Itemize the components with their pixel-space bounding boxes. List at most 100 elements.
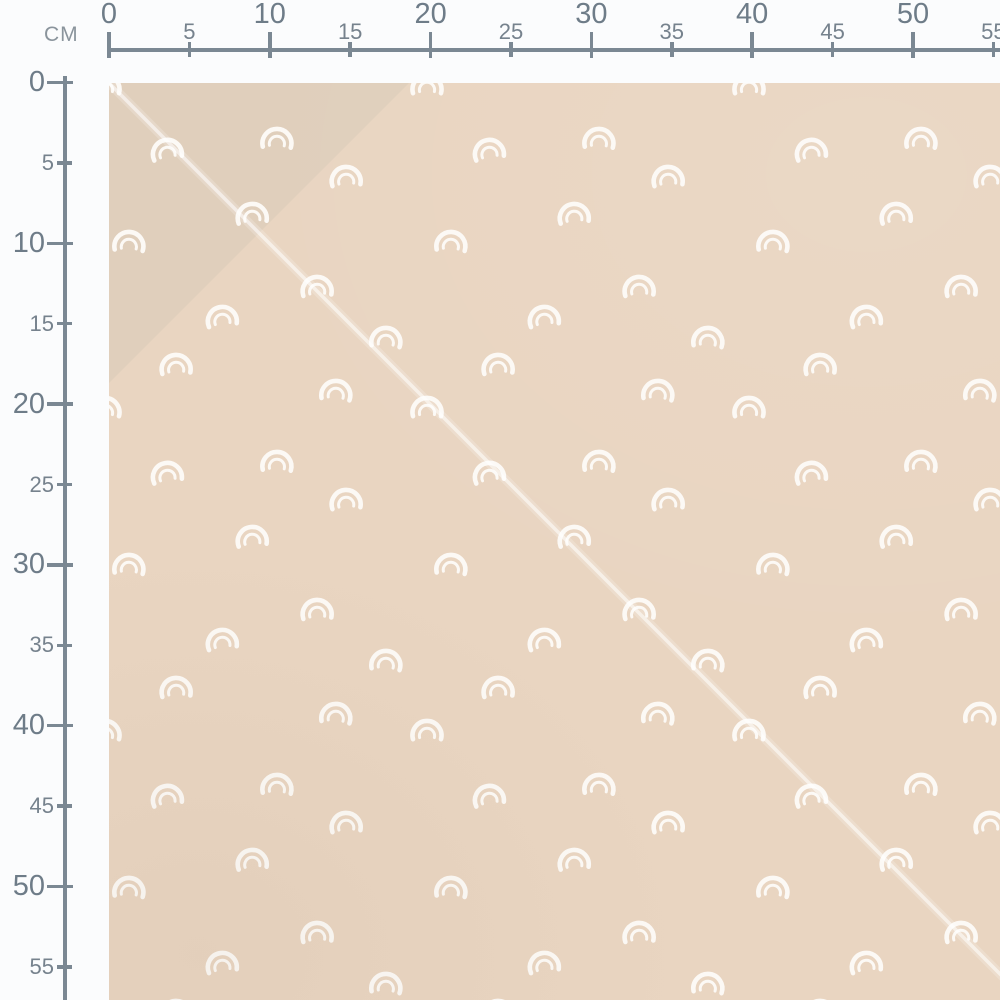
ruler-top-label: 0 — [100, 0, 118, 30]
ruler-top-label: 10 — [253, 0, 286, 30]
rainbow-motif — [975, 489, 1000, 509]
ruler-top-label: 55 — [981, 19, 1000, 44]
ruler-left-tick — [57, 965, 72, 969]
ruler-left-label: 40 — [12, 709, 45, 742]
rainbow-motif — [161, 354, 191, 374]
ruler-left-tick — [57, 321, 72, 326]
rainbow-motif — [302, 922, 332, 942]
ruler-left-label: 10 — [12, 226, 45, 259]
rainbow-motif — [109, 398, 120, 416]
ruler-top-label: 40 — [736, 0, 769, 30]
ruler-left-tick — [47, 80, 73, 85]
rainbow-motif — [161, 677, 191, 697]
rainbow-motif — [528, 305, 559, 327]
ruler-left-line — [63, 76, 67, 1000]
rainbow-motif — [965, 380, 995, 401]
rainbow-motif — [805, 677, 835, 697]
ruler-left-label: 25 — [29, 471, 54, 497]
rainbow-motif — [850, 305, 881, 327]
rainbow-motif — [624, 276, 654, 296]
ruler-top-tick — [509, 42, 513, 57]
ruler-top-tick — [670, 42, 674, 57]
ruler-left-label: 50 — [12, 870, 45, 902]
rainbow-motif — [880, 202, 911, 223]
ruler-left-tick — [47, 723, 73, 728]
ruler-left-label: 30 — [12, 548, 45, 581]
ruler-left-tick — [57, 482, 72, 487]
ruler-top-label: 25 — [498, 19, 524, 44]
rainbow-motif — [371, 650, 401, 670]
ruler-top-tick — [991, 42, 996, 57]
rainbow-motif — [653, 812, 683, 832]
rainbow-motif — [584, 774, 614, 793]
ruler-left-tick — [47, 241, 73, 246]
ruler-top-tick — [107, 32, 111, 58]
rainbow-motif — [735, 83, 764, 93]
rainbow-motif — [795, 461, 827, 484]
ruler-top-tick — [830, 42, 835, 57]
ruler-left-tick — [57, 804, 72, 808]
rainbow-motif — [331, 489, 361, 509]
ruler-left-label: 55 — [29, 953, 54, 979]
rainbow-motif — [584, 128, 614, 147]
rainbow-motif — [975, 166, 1000, 186]
ruler-unit-label: CM — [44, 23, 79, 46]
rainbow-motif — [965, 703, 995, 724]
rainbow-motif — [114, 877, 144, 897]
rainbow-motif — [735, 398, 764, 416]
ruler-left-label: 15 — [29, 310, 54, 336]
fabric-swatch — [109, 83, 1000, 1000]
rainbow-motif — [321, 380, 351, 401]
ruler-top-tick — [428, 32, 433, 58]
ruler-top-line — [109, 48, 1000, 52]
rainbow-motif — [758, 877, 788, 897]
rainbow-motif — [331, 166, 361, 186]
ruler-top-label: 50 — [896, 0, 930, 30]
rainbow-motif — [331, 812, 361, 832]
rainbow-motif — [483, 677, 513, 697]
rainbow-motif — [473, 784, 505, 807]
rainbow-motif — [906, 774, 936, 793]
ruler-left-tick — [47, 884, 73, 889]
rainbow-motif — [473, 138, 505, 161]
rainbow-motif — [758, 554, 788, 574]
rainbow-motif — [624, 922, 654, 942]
rainbow-motif — [371, 973, 401, 993]
rainbow-motif — [906, 128, 936, 147]
rainbow-motif — [302, 599, 332, 619]
rainbow-motif — [906, 451, 936, 470]
rainbow-motif — [653, 489, 683, 509]
rainbow-motif — [653, 166, 683, 186]
rainbow-motif — [850, 951, 881, 973]
ruler-left-tick — [47, 402, 73, 406]
rainbow-motif — [558, 848, 589, 869]
ruler-top-tick — [187, 42, 192, 57]
ruler-top-label: 30 — [575, 0, 608, 30]
rainbow-motif — [114, 554, 144, 574]
seam-line-glow — [109, 83, 1000, 981]
rainbow-motif — [946, 276, 976, 296]
ruler-top-label: 20 — [414, 0, 447, 30]
rainbow-motif — [413, 83, 442, 93]
rainbow-motif — [436, 554, 466, 574]
rainbow-motif — [528, 628, 559, 650]
rainbow-motif — [321, 703, 351, 724]
rainbow-motif — [262, 451, 292, 470]
rainbow-motif — [643, 380, 673, 401]
ruler-top-tick — [348, 42, 352, 57]
ruler-top-tick — [589, 32, 594, 58]
rainbow-motif — [693, 327, 723, 347]
rainbow-motif — [206, 305, 237, 327]
rainbow-motif — [262, 774, 292, 793]
rainbow-motif — [558, 202, 589, 223]
ruler-top-label: 5 — [183, 19, 196, 44]
ruler-left-tick — [57, 161, 72, 165]
ruler-top-tick — [268, 32, 272, 58]
rainbow-motif — [528, 951, 559, 973]
ruler-top-label: 35 — [659, 19, 685, 44]
ruler-top-label: 15 — [337, 19, 363, 44]
rainbow-motif — [850, 628, 881, 650]
ruler-left-label: 35 — [29, 632, 54, 658]
ruler-left-label: 0 — [28, 66, 45, 98]
